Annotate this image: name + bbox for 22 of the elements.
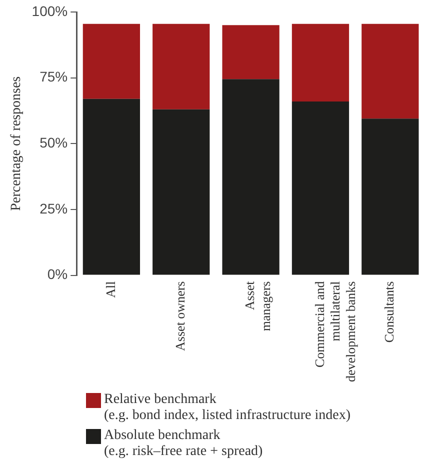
y-tick-label: 0% bbox=[47, 266, 68, 282]
x-tick-label: Asset managers bbox=[242, 280, 273, 332]
bar bbox=[82, 98, 140, 275]
bar bbox=[152, 24, 210, 110]
bar bbox=[222, 25, 280, 80]
bar bbox=[362, 118, 419, 275]
legend-label: Absolute benchmark (e.g. risk–free rate + spread) bbox=[104, 428, 263, 460]
y-axis-title: Percentage of responses bbox=[9, 76, 24, 211]
bar bbox=[82, 24, 140, 99]
y-tick-label: 50% bbox=[40, 134, 68, 150]
x-tick-label: Asset owners bbox=[172, 281, 188, 351]
y-tick-label: 75% bbox=[40, 68, 68, 85]
y-tick-label: 25% bbox=[40, 200, 68, 216]
bar bbox=[292, 102, 350, 275]
y-tick-label: 100% bbox=[32, 2, 68, 19]
bar bbox=[292, 24, 350, 102]
legend-label: Relative benchmark (e.g. bond index, listed infrastructure index) bbox=[104, 392, 350, 424]
x-tick-label: Consultants bbox=[382, 281, 397, 343]
x-tick-label: All bbox=[102, 280, 118, 298]
bar bbox=[152, 109, 210, 275]
bar bbox=[362, 24, 419, 119]
bar bbox=[222, 79, 280, 275]
